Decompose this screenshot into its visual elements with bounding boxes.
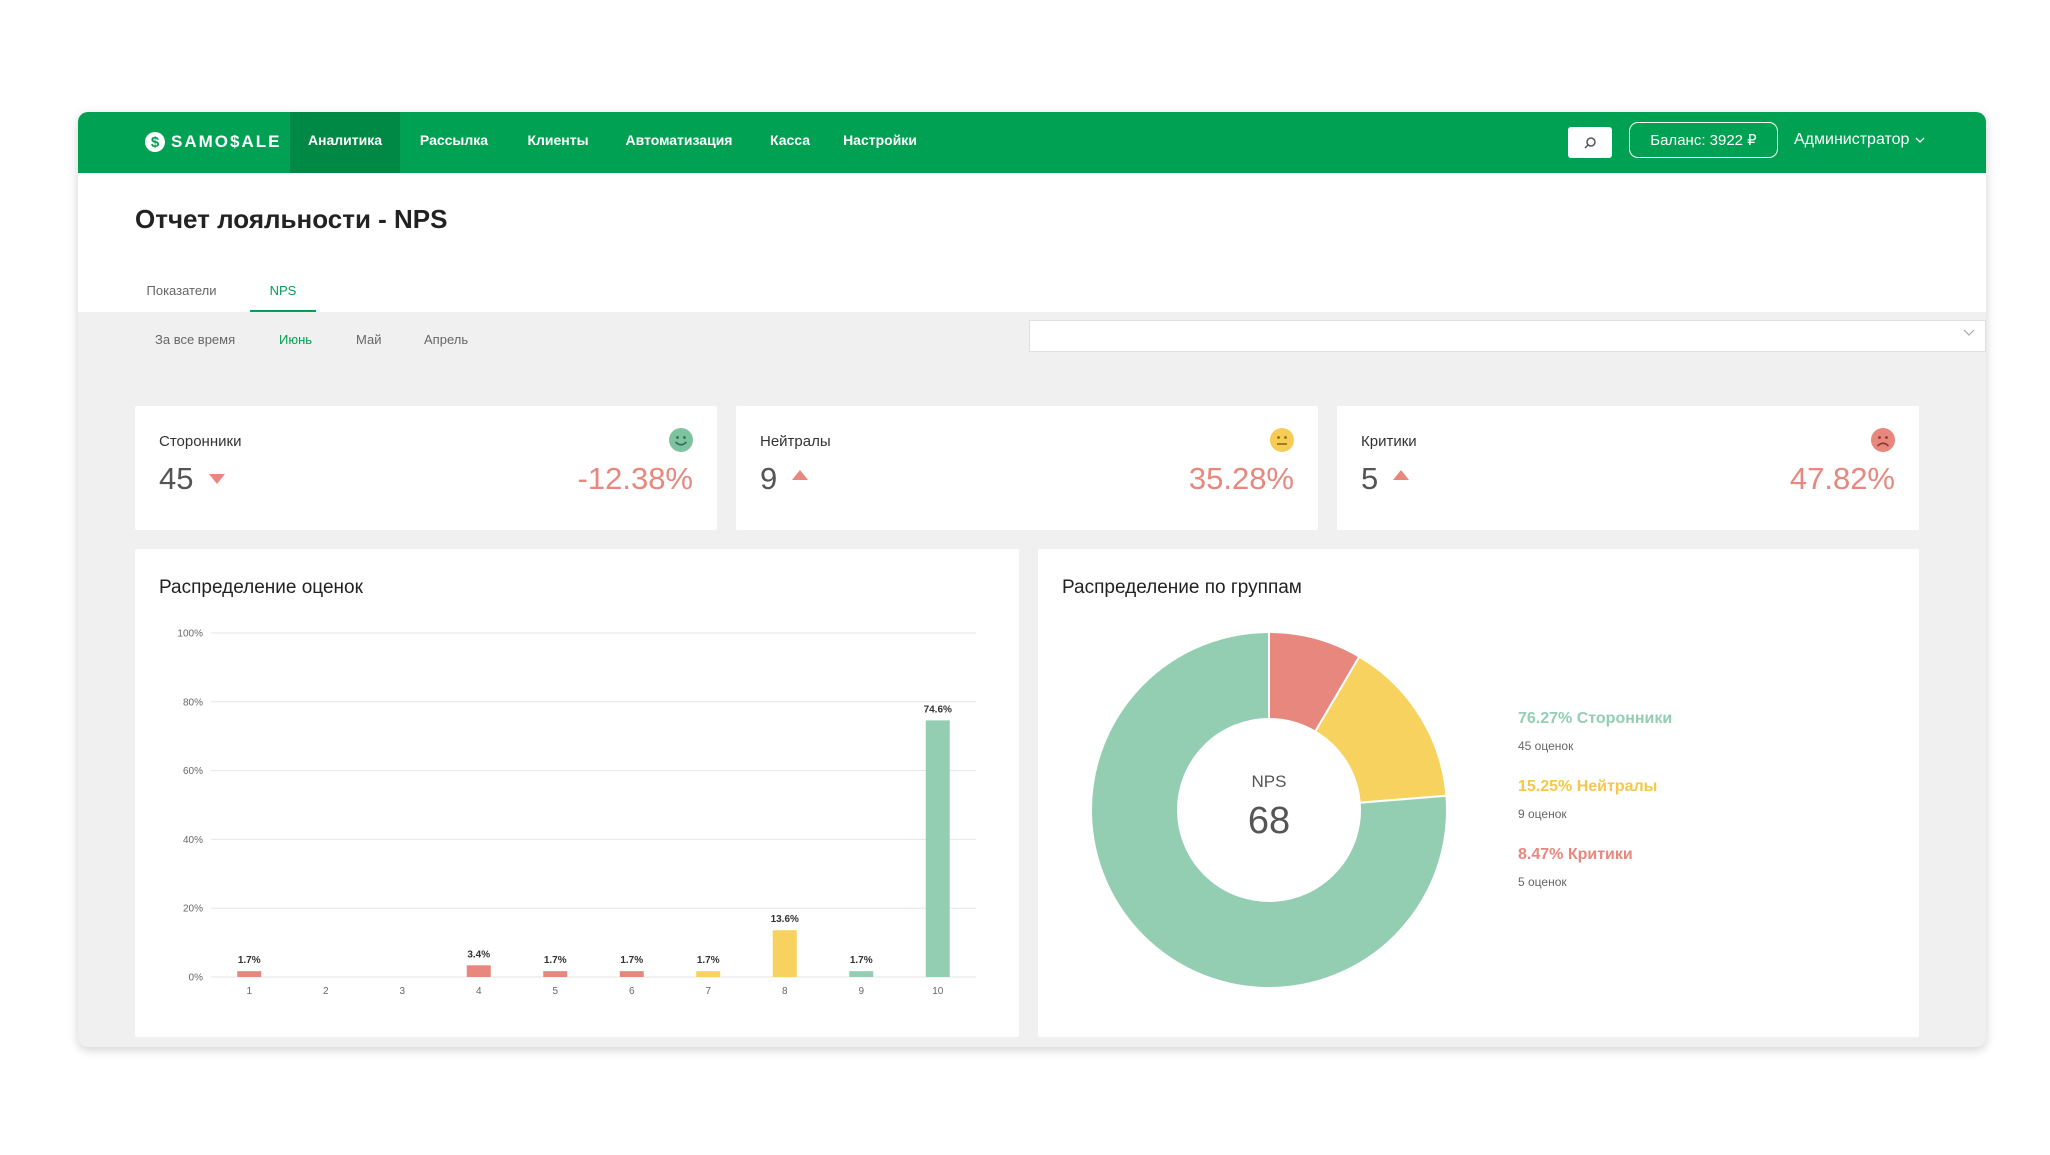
y-tick-label: 100%: [177, 629, 203, 640]
x-tick-label: 7: [705, 986, 711, 997]
bar[interactable]: [849, 971, 874, 977]
user-menu[interactable]: Администратор: [1794, 122, 1925, 158]
group-distribution-card: Распределение по группам NPS 68 76.27% Ст…: [1038, 549, 1919, 1037]
filter-select[interactable]: [1029, 320, 1986, 352]
x-tick-label: 4: [476, 986, 482, 997]
smile-icon: [669, 428, 693, 452]
nav-item-settings[interactable]: Настройки: [843, 132, 917, 148]
x-tick-label: 9: [858, 986, 864, 997]
x-tick-label: 1: [246, 986, 252, 997]
x-tick-label: 6: [629, 986, 635, 997]
search-button[interactable]: [1568, 127, 1612, 158]
data-label: 1.7%: [238, 955, 261, 966]
page-header: [78, 173, 1986, 312]
x-tick-label: 2: [323, 986, 329, 997]
kpi-label: Сторонники: [159, 433, 242, 450]
kpi-value: 9: [760, 461, 778, 496]
group-donut-chart: NPS 68: [1090, 630, 1448, 989]
legend-critics-title: 8.47% Критики: [1518, 846, 1633, 863]
data-label: 1.7%: [544, 955, 567, 966]
y-tick-label: 60%: [183, 766, 203, 777]
chevron-down-icon: [1963, 329, 1975, 336]
bar[interactable]: [237, 971, 262, 977]
nav-item-analytics[interactable]: Аналитика: [290, 112, 400, 173]
donut-center-value: 68: [1248, 800, 1290, 842]
bar[interactable]: [619, 971, 644, 977]
kpi-value: 45: [159, 461, 194, 496]
data-label: 1.7%: [697, 955, 720, 966]
bar[interactable]: [696, 971, 721, 977]
user-name: Администратор: [1794, 131, 1910, 148]
legend-critics-sub: 5 оценок: [1518, 875, 1567, 889]
kpi-card-critics: Критики 5 47.82%: [1337, 406, 1919, 530]
top-navbar: $ SAMO$ALE Аналитика Рассылка Клиенты Ав…: [78, 112, 1986, 173]
donut-center-label: NPS: [1252, 772, 1287, 791]
pie-slice-promoter[interactable]: [1090, 630, 1448, 989]
score-distribution-card: Распределение оценок 0% 20% 40% 60% 80% 100% 1…: [135, 549, 1019, 1037]
kpi-value: 5: [1361, 461, 1379, 496]
kpi-change: 47.82%: [1789, 461, 1895, 496]
data-label: 1.7%: [850, 955, 873, 966]
x-tick-label: 5: [552, 986, 558, 997]
y-tick-label: 80%: [183, 697, 203, 708]
data-label: 74.6%: [924, 704, 952, 715]
tab-nps[interactable]: NPS: [250, 280, 316, 312]
legend-neutrals-sub: 9 оценок: [1518, 807, 1567, 821]
legend-promoters-title: 76.27% Сторонники: [1518, 710, 1673, 727]
pie-slice-neutral[interactable]: [1313, 655, 1448, 804]
kpi-change: 35.28%: [1188, 461, 1294, 496]
period-april[interactable]: Апрель: [424, 332, 469, 347]
kpi-card-neutrals: Нейтралы 9 35.28%: [736, 406, 1318, 530]
y-tick-label: 20%: [183, 904, 203, 915]
bar[interactable]: [925, 720, 950, 977]
app-window: $ SAMO$ALE Аналитика Рассылка Клиенты Ав…: [78, 112, 1986, 1047]
x-tick-label: 8: [782, 986, 788, 997]
chart-title: Распределение оценок: [159, 577, 363, 598]
logo-text: SAMO$ALE: [171, 132, 282, 151]
chevron-down-icon: [1915, 137, 1925, 143]
score-bar-chart: 0% 20% 40% 60% 80% 100% 1.7% 1 2 3 3.4% 4 1.7% 5 1.7% 6…: [177, 629, 976, 997]
y-tick-label: 40%: [183, 835, 203, 846]
chart-title: Распределение по группам: [1062, 577, 1302, 598]
legend-promoters-sub: 45 оценок: [1518, 739, 1574, 753]
kpi-label: Нейтралы: [760, 433, 831, 450]
x-tick-label: 3: [399, 986, 405, 997]
kpi-label: Критики: [1361, 433, 1417, 450]
data-label: 13.6%: [771, 914, 799, 925]
search-icon: [1584, 136, 1596, 149]
kpi-change: -12.38%: [577, 461, 693, 496]
y-tick-label: 0%: [189, 973, 204, 984]
period-may[interactable]: Май: [356, 332, 382, 347]
frown-icon: [1871, 428, 1895, 452]
logo[interactable]: $ SAMO$ALE: [145, 129, 281, 155]
nav-item-cashbox[interactable]: Касса: [769, 132, 811, 148]
legend-neutrals-title: 15.25% Нейтралы: [1518, 778, 1658, 795]
data-label: 1.7%: [620, 955, 643, 966]
data-label: 3.4%: [467, 949, 490, 960]
nav-item-mailing[interactable]: Рассылка: [419, 132, 489, 148]
page-title: Отчет лояльности - NPS: [135, 204, 448, 234]
trend-up-icon: [1393, 470, 1409, 480]
kpi-card-promoters: Сторонники 45 -12.38%: [135, 406, 717, 530]
bar[interactable]: [543, 971, 568, 977]
neutral-face-icon: [1270, 428, 1294, 452]
x-tick-label: 10: [932, 986, 944, 997]
period-all-time[interactable]: За все время: [155, 332, 236, 347]
period-june[interactable]: Июнь: [279, 332, 313, 347]
logo-dollar-icon: $: [145, 132, 165, 152]
nav-item-automation[interactable]: Автоматизация: [625, 132, 733, 148]
balance-button[interactable]: Баланс: 3922 ₽: [1629, 122, 1778, 158]
bar[interactable]: [466, 965, 491, 977]
tab-indicators[interactable]: Показатели: [146, 283, 217, 298]
trend-up-icon: [792, 470, 808, 480]
trend-down-icon: [209, 474, 225, 484]
nav-item-clients[interactable]: Клиенты: [527, 132, 589, 148]
bar[interactable]: [772, 930, 797, 977]
